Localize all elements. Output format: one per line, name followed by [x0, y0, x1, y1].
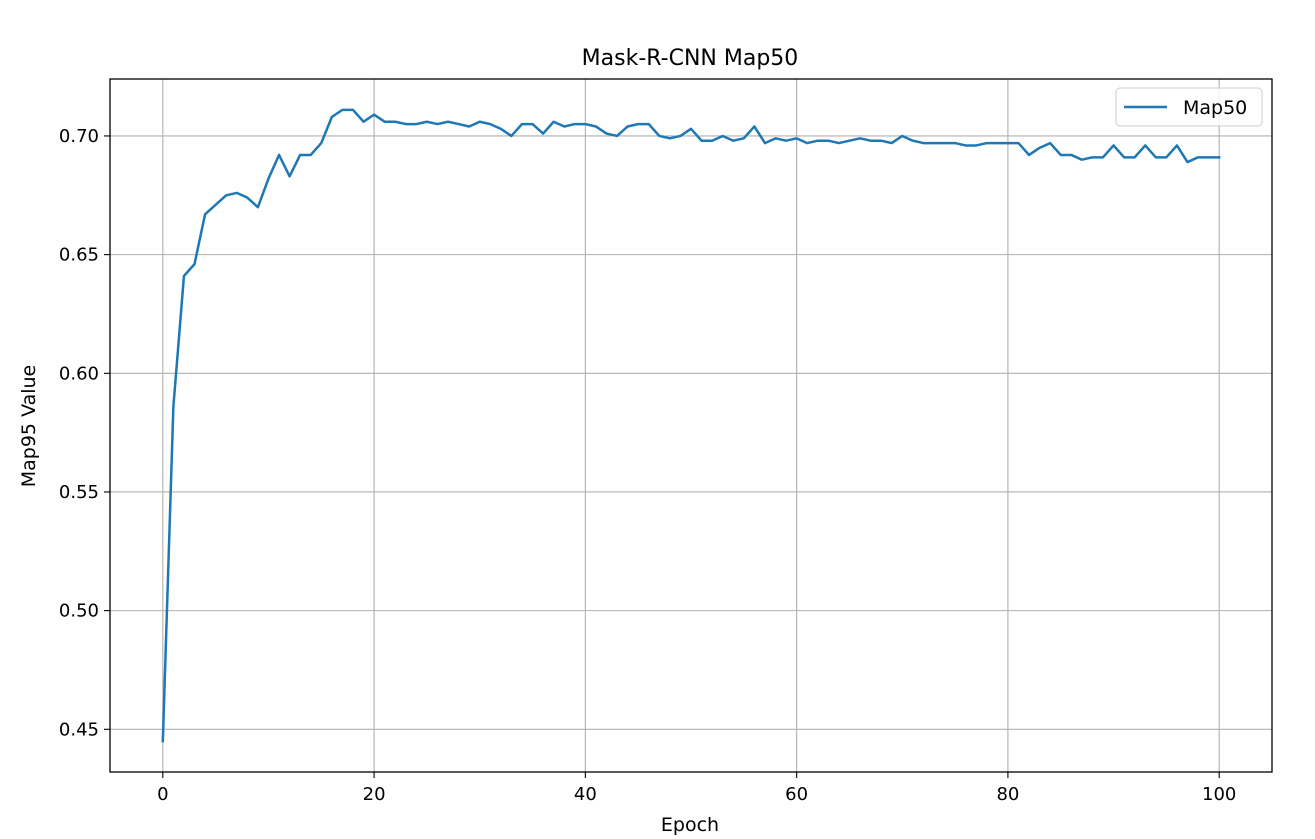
- x-tick-label: 0: [157, 784, 168, 805]
- x-tick-label: 40: [574, 784, 597, 805]
- series-layer: [161, 108, 1221, 743]
- axis-ticks: 0 20 40 60 80 100 0.45 0.50 0.55 0.60 0.65 0.70: [59, 126, 1236, 805]
- legend-label-map50: Map50: [1183, 97, 1247, 119]
- legend: Map50: [1115, 87, 1263, 127]
- x-tick-label: 100: [1202, 784, 1236, 805]
- legend-box: [1115, 87, 1263, 127]
- x-axis-label: Epoch: [661, 814, 719, 836]
- y-tick-label: 0.50: [59, 601, 99, 622]
- y-tick-label: 0.55: [59, 482, 99, 503]
- y-tick-label: 0.60: [59, 363, 99, 384]
- y-tick-label: 0.65: [59, 245, 99, 266]
- y-tick-label: 0.45: [59, 719, 99, 740]
- x-tick-label: 80: [996, 784, 1019, 805]
- grid-lines: [110, 79, 1272, 772]
- y-axis-label: Map95 Value: [18, 365, 40, 488]
- series-line-map50: [161, 108, 1221, 743]
- plot-area-frame: [109, 78, 1273, 773]
- chart-title: Mask-R-CNN Map50: [582, 46, 799, 71]
- x-tick-label: 60: [785, 784, 808, 805]
- x-tick-label: 20: [363, 784, 386, 805]
- y-tick-label: 0.70: [59, 126, 99, 147]
